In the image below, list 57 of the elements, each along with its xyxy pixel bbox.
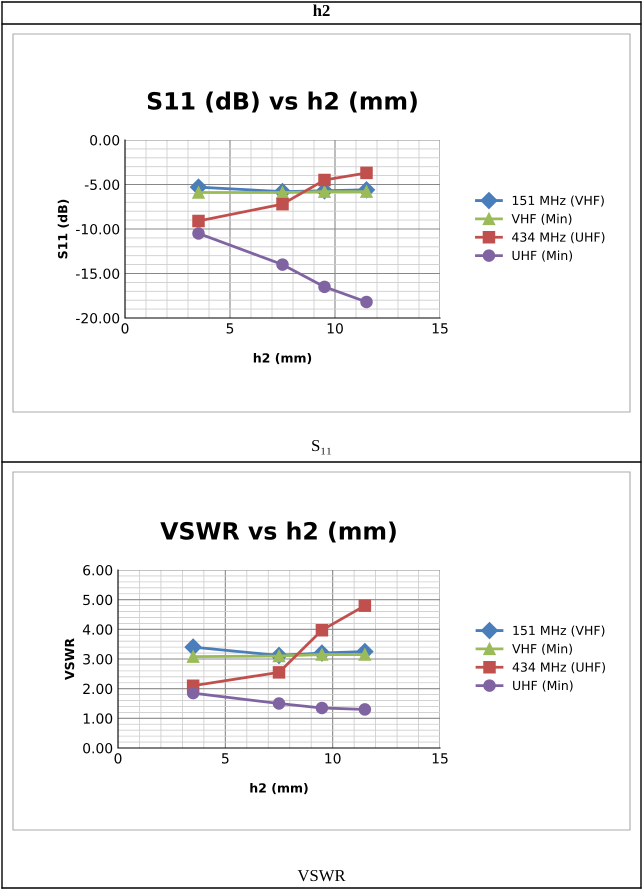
y-tick-label: 0.00	[83, 742, 112, 754]
y-tick-label: 0.00	[90, 134, 120, 146]
y-tick-label: 2.00	[83, 684, 112, 694]
y-axis-title: S11 (dB)	[58, 200, 69, 258]
point	[272, 697, 286, 710]
x-tick-label: 5	[222, 753, 229, 764]
x-tick-label: 15	[432, 323, 448, 334]
text: VSWR	[298, 870, 346, 882]
point	[192, 227, 205, 240]
legend-label: 434 MHz (UHF)	[512, 662, 605, 674]
y-tick-label: 6.00	[83, 564, 112, 576]
point	[358, 599, 372, 612]
point	[186, 650, 200, 663]
x-tick-label: 10	[325, 753, 341, 764]
x-tick-label: 0	[121, 323, 128, 334]
legend-label: UHF (Min)	[512, 250, 572, 262]
point	[276, 186, 289, 199]
text: S₁₁	[312, 440, 331, 454]
point	[358, 703, 372, 716]
chart-title: S11 (dB) vs h2 (mm)	[148, 92, 417, 113]
y-tick-label: -10.00	[76, 224, 120, 234]
point	[318, 280, 331, 294]
x-tick-label: 5	[226, 323, 234, 334]
text: h2	[313, 4, 330, 16]
x-tick-label: 0	[114, 753, 122, 764]
point	[276, 258, 289, 271]
y-axis-title: VSWR	[64, 638, 74, 680]
y-tick-label: 4.00	[82, 624, 112, 635]
legend-label: 151 MHz (VHF)	[512, 195, 604, 207]
y-tick-label: -15.00	[76, 268, 120, 279]
chart-title: VSWR vs h2 (mm)	[160, 522, 396, 543]
x-axis-title: h2 (mm)	[250, 782, 308, 794]
point	[272, 666, 286, 679]
point	[192, 214, 205, 228]
point	[360, 166, 373, 180]
x-tick-label: 15	[432, 753, 448, 764]
point	[318, 174, 331, 186]
point	[184, 638, 202, 656]
y-tick-label: 3.00	[83, 654, 112, 664]
point	[316, 702, 328, 714]
y-tick-label: -5.00	[84, 179, 120, 190]
point	[186, 686, 200, 700]
point	[276, 198, 289, 210]
y-tick-label: 1.00	[84, 713, 112, 724]
x-axis-title: h2 (mm)	[254, 352, 312, 364]
legend-label: VHF (Min)	[512, 644, 572, 655]
legend-label: VHF (Min)	[512, 214, 572, 225]
legend-label: UHF (Min)	[513, 680, 573, 692]
point	[316, 624, 328, 636]
y-tick-label: 5.00	[83, 594, 112, 606]
x-tick-label: 10	[328, 323, 343, 334]
legend-label: 151 MHz (VHF)	[513, 625, 604, 637]
point	[192, 186, 205, 199]
y-tick-label: -20.00	[76, 312, 120, 324]
legend-label: 434 MHz (UHF)	[512, 232, 604, 244]
point	[360, 296, 373, 308]
point	[318, 185, 331, 198]
